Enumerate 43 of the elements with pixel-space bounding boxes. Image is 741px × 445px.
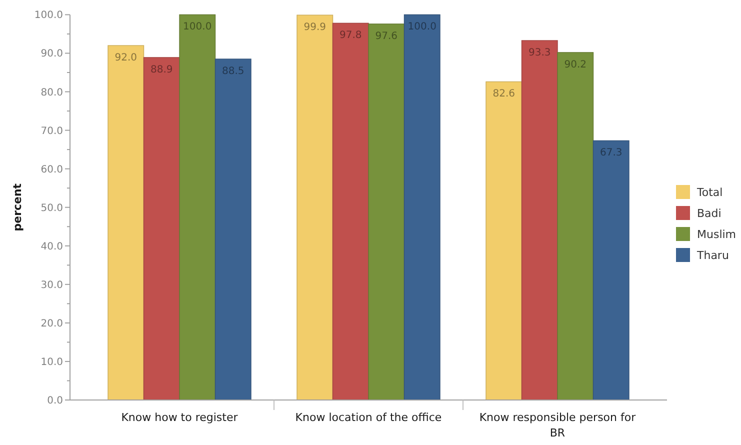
bar [557, 52, 594, 400]
y-tick-label: 50.0 [40, 202, 63, 214]
text: 82.6 [492, 88, 516, 100]
legend-label: Tharu [696, 248, 729, 262]
text: 97.6 [375, 30, 398, 42]
y-tick-label: 90.0 [40, 48, 63, 60]
bar [592, 140, 630, 400]
text: 99.9 [304, 22, 326, 34]
bar [214, 58, 252, 400]
y-tick-label: 0.0 [47, 396, 63, 406]
text: 97.8 [339, 30, 362, 42]
x-tick-label: Know location of the office [295, 410, 442, 424]
text: 67.3 [600, 148, 622, 159]
text: 90.2 [564, 59, 587, 70]
x-tick-label: Know responsible person for BR [479, 410, 636, 440]
bar [368, 24, 405, 400]
y-tick-label: 10.0 [40, 356, 63, 368]
text: 100.0 [408, 22, 436, 33]
y-tick-label: 40.0 [40, 241, 63, 252]
text: 93.3 [528, 48, 551, 59]
bar [521, 40, 558, 400]
bar [108, 45, 144, 400]
bar [486, 81, 522, 400]
legend-label: Badi [697, 206, 722, 220]
legend-label: Total [696, 186, 723, 199]
text: 88.5 [222, 66, 244, 78]
bar [404, 14, 440, 400]
y-tick-label: 70.0 [40, 126, 63, 137]
text: 92.0 [114, 52, 138, 64]
text: 88.9 [150, 64, 173, 76]
y-tick-label: 100.0 [34, 10, 63, 22]
y-axis-title: percent [11, 183, 24, 232]
y-tick-label: 60.0 [40, 164, 63, 176]
bar [179, 14, 216, 400]
bar [296, 14, 334, 400]
bar [143, 57, 180, 400]
y-tick-label: 30.0 [40, 280, 63, 291]
text: 100.0 [183, 22, 212, 33]
bar [332, 22, 369, 400]
y-tick-label: 80.0 [40, 87, 63, 98]
y-tick-label: 20.0 [40, 318, 63, 330]
x-tick-label: Know how to register [121, 410, 238, 424]
legend-label: Muslim [697, 228, 736, 241]
